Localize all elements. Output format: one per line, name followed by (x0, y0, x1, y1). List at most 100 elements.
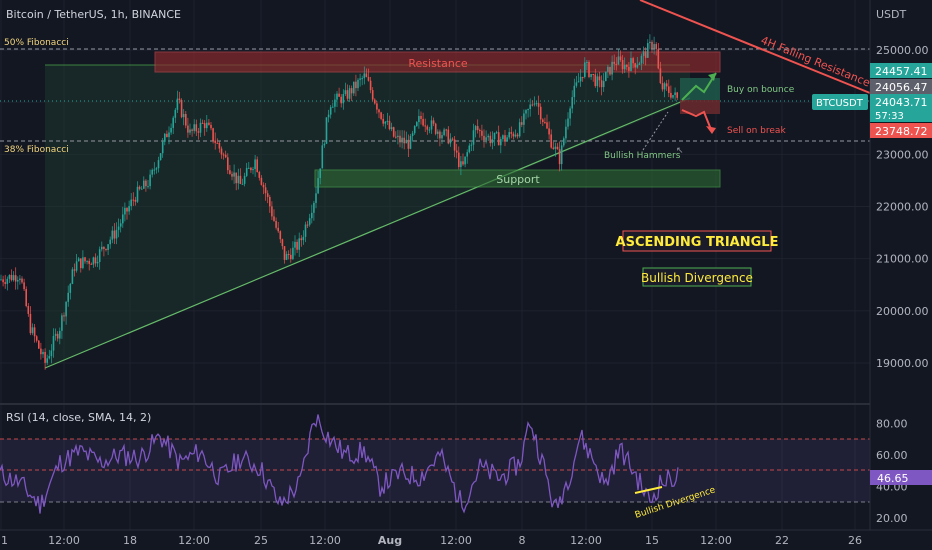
candle-body (27, 306, 30, 314)
candle-body (405, 139, 408, 144)
time-tick-label: 18 (123, 534, 137, 547)
candle-body (25, 289, 27, 307)
candle-body (214, 140, 216, 143)
candle-body (145, 180, 147, 187)
pattern-box (622, 230, 772, 252)
candle-body (588, 62, 590, 78)
candle-body (199, 122, 202, 133)
candle-body (371, 90, 374, 100)
candle-body (231, 173, 233, 177)
candle-body (392, 127, 395, 137)
candle-body (413, 125, 416, 134)
candle-body (92, 257, 95, 265)
candle-body (143, 180, 145, 189)
candle-body (441, 135, 443, 139)
candle-body (281, 239, 284, 247)
sell-break-label: Sell on break (727, 126, 786, 136)
candle-body (628, 66, 630, 71)
candle-body (621, 60, 624, 70)
rsi-line (0, 414, 679, 514)
support-label: Support (496, 173, 540, 186)
candle-body (361, 78, 363, 80)
candle-body (203, 123, 206, 129)
candle-body (29, 313, 32, 334)
candle-body (565, 126, 567, 139)
candle-body (411, 133, 414, 137)
candle-body (117, 226, 120, 230)
resistance-label: Resistance (408, 57, 468, 70)
candle-body (479, 130, 481, 132)
candle-body (556, 146, 559, 150)
candle-body (98, 249, 101, 262)
candle-body (558, 149, 561, 165)
candle-body (195, 124, 198, 132)
candle-body (147, 186, 149, 188)
candle-body (235, 172, 237, 184)
candle-body (82, 257, 84, 269)
candle-body (458, 152, 460, 168)
candle-body (327, 114, 330, 118)
candle-body (615, 63, 618, 65)
candle-body (420, 116, 422, 119)
chart-title[interactable]: Bitcoin / TetherUS, 1h, BINANCE (6, 8, 181, 21)
candle-body (237, 175, 240, 184)
price-tick-label: 23000.00 (876, 148, 929, 161)
candle-body (176, 98, 179, 110)
time-tick-label: 12:00 (700, 534, 732, 547)
candle-body (269, 196, 271, 207)
candle-body (65, 301, 67, 317)
candle-body (206, 122, 208, 129)
sell-arrow-head (706, 126, 716, 134)
candle-body (113, 230, 116, 239)
candle-body (258, 172, 261, 178)
candle-body (222, 154, 225, 156)
candle-body (449, 138, 452, 144)
candle-body (187, 125, 189, 133)
candle-body (4, 282, 6, 284)
candle-body (67, 292, 69, 302)
candle-body (659, 68, 662, 84)
candle-body (277, 227, 279, 232)
candle-body (338, 93, 340, 97)
candle-body (256, 159, 258, 173)
candle-body (153, 169, 156, 171)
candle-body (596, 76, 599, 87)
candle-body (476, 126, 479, 131)
candle-body (54, 333, 57, 336)
candle-body (537, 103, 540, 107)
candle-body (182, 113, 185, 118)
time-axis[interactable] (0, 530, 932, 550)
candle-body (468, 145, 471, 153)
candle-body (285, 253, 288, 260)
candle-body (178, 98, 181, 101)
rsi-tick-label: 20.00 (876, 512, 908, 525)
candle-body (136, 186, 139, 202)
badge-red-text: 23748.72 (875, 125, 928, 138)
candle-body (529, 104, 531, 109)
candle-body (453, 139, 456, 151)
candle-body (619, 56, 622, 61)
candle-body (586, 62, 588, 64)
time-tick-label: 12:00 (178, 534, 210, 547)
candle-body (363, 73, 366, 79)
candle-body (94, 257, 97, 264)
candle-body (647, 43, 649, 58)
price-tick-label: 25000.00 (876, 44, 929, 57)
candle-body (365, 73, 368, 77)
candle-body (592, 74, 594, 76)
candle-body (275, 220, 277, 228)
candle-body (14, 275, 17, 282)
time-tick-label: 8 (519, 534, 526, 547)
candle-body (401, 137, 403, 143)
candle-body (579, 76, 582, 82)
candle-body (472, 130, 475, 145)
countdown-text: 57:33 (875, 111, 904, 122)
badge-current-text: 24043.71 (875, 96, 928, 109)
candle-body (321, 145, 324, 169)
candle-body (33, 327, 36, 337)
candle-body (332, 106, 334, 108)
candle-body (212, 128, 214, 141)
rsi-indicator-label[interactable]: RSI (14, close, SMA, 14, 2) (6, 411, 151, 424)
candle-body (250, 167, 252, 171)
